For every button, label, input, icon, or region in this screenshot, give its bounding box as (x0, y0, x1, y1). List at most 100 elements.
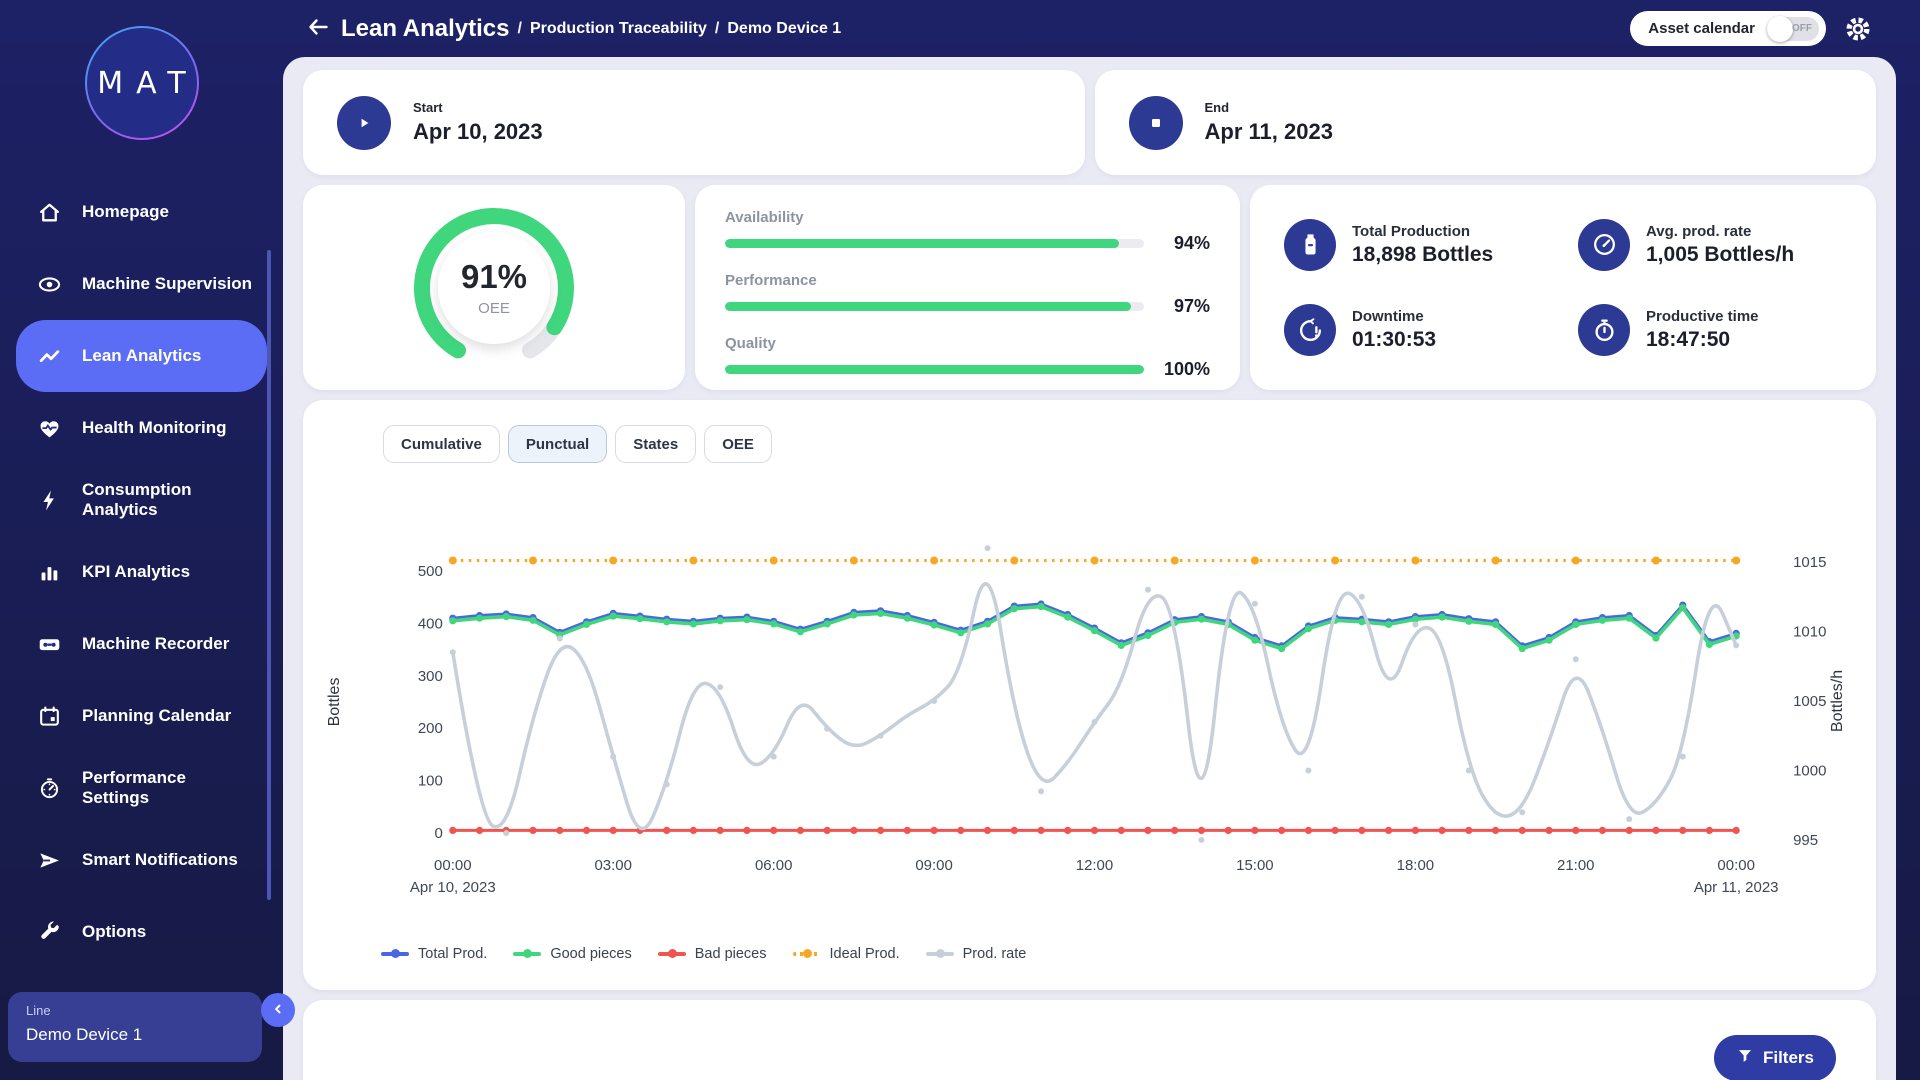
breadcrumb-item-traceability[interactable]: Production Traceability (530, 20, 707, 38)
breadcrumb-separator: / (518, 20, 522, 38)
svg-text:00:00: 00:00 (434, 857, 471, 874)
stat-label: Avg. prod. rate (1646, 223, 1794, 240)
sidebar-item-health-monitoring[interactable]: Health Monitoring (16, 392, 267, 464)
sidebar-item-label: Options (82, 922, 146, 942)
legend-item-good-pieces[interactable]: Good pieces (513, 946, 631, 962)
kpi-value: 97% (1158, 296, 1210, 317)
kpi-label: Availability (725, 209, 1210, 226)
chevron-left-icon (269, 1000, 287, 1021)
svg-text:Bottles/h: Bottles/h (1829, 670, 1846, 732)
svg-text:21:00: 21:00 (1557, 857, 1594, 874)
period-row: Start Apr 10, 2023 End Apr 11, 2023 (303, 70, 1876, 175)
kpi-value: 100% (1158, 359, 1210, 380)
sidebar-item-homepage[interactable]: Homepage (16, 176, 267, 248)
back-button[interactable] (303, 14, 333, 44)
stat-value: 01:30:53 (1352, 328, 1436, 352)
logo-text: MAT (84, 66, 198, 101)
start-value: Apr 10, 2023 (413, 119, 543, 145)
toggle-track[interactable]: OFF (1767, 17, 1819, 41)
legend-item-ideal-prod-[interactable]: Ideal Prod. (793, 946, 900, 962)
tab-states[interactable]: States (615, 425, 696, 463)
breadcrumb-item-device[interactable]: Demo Device 1 (727, 20, 841, 38)
legend-label: Ideal Prod. (830, 946, 900, 962)
legend-swatch (658, 952, 686, 956)
toggle-knob[interactable] (1767, 16, 1793, 42)
svg-text:06:00: 06:00 (755, 857, 792, 874)
stat-value: 18:47:50 (1646, 328, 1759, 352)
asset-calendar-toggle[interactable]: Asset calendar OFF (1630, 11, 1826, 46)
trend-icon (36, 343, 62, 369)
legend-swatch (793, 952, 821, 956)
sidebar-item-kpi-analytics[interactable]: KPI Analytics (16, 536, 267, 608)
kpi-progress-track (725, 365, 1144, 374)
line-selector-value: Demo Device 1 (26, 1025, 244, 1045)
legend-item-bad-pieces[interactable]: Bad pieces (658, 946, 767, 962)
svg-text:400: 400 (418, 615, 443, 632)
svg-text:1000: 1000 (1793, 762, 1826, 779)
legend-item-total-prod-[interactable]: Total Prod. (381, 946, 487, 962)
end-date-text: End Apr 11, 2023 (1205, 100, 1333, 145)
chart-tabs: CumulativePunctualStatesOEE (383, 425, 772, 463)
settings-button[interactable] (1844, 15, 1872, 43)
sidebar-item-options[interactable]: Options (16, 896, 267, 968)
svg-text:12:00: 12:00 (1076, 857, 1113, 874)
stat-downtime: Downtime 01:30:53 (1284, 297, 1548, 365)
funnel-icon (1736, 1047, 1754, 1070)
stat-label: Productive time (1646, 308, 1759, 325)
stat-value: 1,005 Bottles/h (1646, 243, 1794, 267)
legend-label: Good pieces (550, 946, 631, 962)
stopwatch-icon (1578, 304, 1630, 356)
bolt-icon (36, 487, 62, 513)
production-stats-card: Total Production18,898 BottlesAvg. prod.… (1250, 185, 1876, 390)
svg-text:09:00: 09:00 (915, 857, 952, 874)
svg-text:15:00: 15:00 (1236, 857, 1273, 874)
production-chart: 0100200300400500995100010051010101500:00… (303, 400, 1876, 990)
sidebar-item-label: Consumption Analytics (82, 480, 257, 519)
tab-punctual[interactable]: Punctual (508, 425, 607, 463)
kpi-progress-fill (725, 239, 1119, 248)
calendar-icon (36, 703, 62, 729)
sidebar-item-consumption-analytics[interactable]: Consumption Analytics (16, 464, 267, 536)
sidebar-item-label: KPI Analytics (82, 562, 190, 582)
kpi-row: 91% OEE Availability94%Performance97%Qua… (303, 185, 1876, 390)
line-selector[interactable]: Line Demo Device 1 (8, 992, 262, 1062)
main-panel: Start Apr 10, 2023 End Apr 11, 2023 91% (283, 57, 1896, 1080)
end-date-card[interactable]: End Apr 11, 2023 (1095, 70, 1877, 175)
legend-item-prod-rate[interactable]: Prod. rate (926, 946, 1027, 962)
legend-swatch (381, 952, 409, 956)
sidebar-nav: HomepageMachine SupervisionLean Analytic… (0, 176, 283, 968)
start-date-text: Start Apr 10, 2023 (413, 100, 543, 145)
sidebar-item-smart-notifications[interactable]: Smart Notifications (16, 824, 267, 896)
end-value: Apr 11, 2023 (1205, 119, 1333, 145)
kpi-value: 94% (1158, 233, 1210, 254)
svg-text:03:00: 03:00 (594, 857, 631, 874)
svg-text:100: 100 (418, 773, 443, 790)
gauge-icon (36, 775, 62, 801)
bottom-card: Filters (303, 1000, 1876, 1080)
kpi-progress-track (725, 239, 1144, 248)
filters-button[interactable]: Filters (1714, 1035, 1836, 1080)
stat-label: Downtime (1352, 308, 1436, 325)
sidebar-item-machine-recorder[interactable]: Machine Recorder (16, 608, 267, 680)
asset-calendar-label: Asset calendar (1648, 20, 1755, 37)
sidebar-scrollbar[interactable] (267, 250, 271, 900)
bottle-icon (1284, 219, 1336, 271)
kpi-bars-card: Availability94%Performance97%Quality100% (695, 185, 1240, 390)
kpi-availability: Availability 94% (725, 209, 1210, 254)
tab-oee[interactable]: OEE (704, 425, 772, 463)
sidebar-item-machine-supervision[interactable]: Machine Supervision (16, 248, 267, 320)
page-title: Lean Analytics (341, 15, 510, 43)
svg-text:0: 0 (434, 825, 442, 842)
play-icon (337, 96, 391, 150)
svg-text:Apr 10, 2023: Apr 10, 2023 (410, 879, 496, 896)
sidebar-item-lean-analytics[interactable]: Lean Analytics (16, 320, 267, 392)
sidebar-collapse-button[interactable] (261, 993, 295, 1027)
tab-cumulative[interactable]: Cumulative (383, 425, 500, 463)
sidebar-item-performance-settings[interactable]: Performance Settings (16, 752, 267, 824)
chart-legend: Total Prod. Good pieces Bad pieces Ideal Pr… (381, 946, 1026, 962)
sidebar-item-planning-calendar[interactable]: Planning Calendar (16, 680, 267, 752)
stat-avg-prod-rate: Avg. prod. rate 1,005 Bottles/h (1578, 211, 1842, 279)
svg-text:300: 300 (418, 668, 443, 685)
legend-label: Prod. rate (963, 946, 1027, 962)
start-date-card[interactable]: Start Apr 10, 2023 (303, 70, 1085, 175)
